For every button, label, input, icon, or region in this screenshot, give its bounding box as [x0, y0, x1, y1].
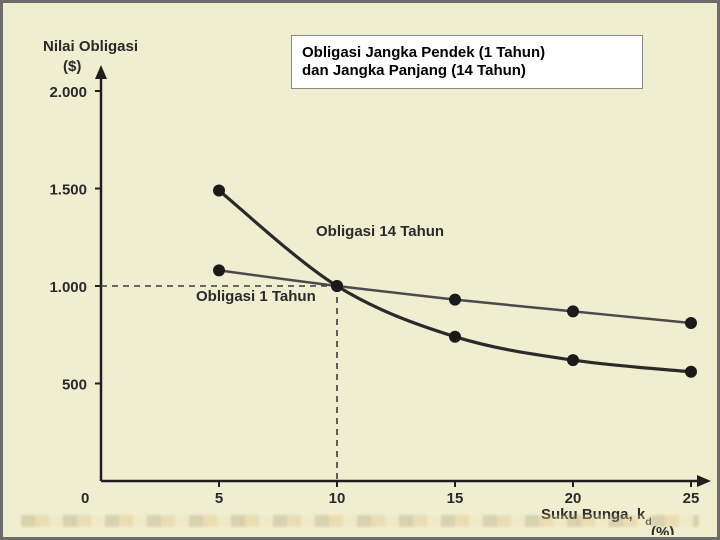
x-axis-arrow	[697, 475, 711, 487]
x-tick-label: 20	[565, 490, 582, 507]
bottom-film-strip	[21, 515, 699, 527]
origin-label: 0	[81, 490, 89, 507]
data-point-1yr	[685, 317, 697, 329]
series-label-14yr: Obligasi 14 Tahun	[316, 223, 444, 240]
x-tick-label: 5	[215, 490, 223, 507]
data-point-14yr	[213, 184, 225, 196]
x-tick-label: 25	[683, 490, 700, 507]
data-point-14yr	[567, 354, 579, 366]
data-point-1yr	[213, 264, 225, 276]
slide-surface: Obligasi Jangka Pendek (1 Tahun) dan Jan…	[11, 11, 709, 529]
data-point-1yr	[331, 280, 343, 292]
x-tick-label: 10	[329, 490, 346, 507]
data-point-1yr	[449, 294, 461, 306]
y-axis-title-2: ($)	[63, 58, 81, 75]
y-tick-label: 2.000	[49, 84, 87, 101]
y-tick-label: 1.500	[49, 182, 87, 199]
x-tick-label: 15	[447, 490, 464, 507]
y-axis-title-1: Nilai Obligasi	[43, 38, 138, 55]
bond-value-chart: 0Nilai Obligasi($)Suku Bunga, kd(%)5001.…	[11, 11, 715, 535]
data-point-1yr	[567, 305, 579, 317]
y-tick-label: 500	[62, 377, 87, 394]
slide-frame: Obligasi Jangka Pendek (1 Tahun) dan Jan…	[0, 0, 720, 540]
y-axis-arrow	[95, 65, 107, 79]
data-point-14yr	[449, 331, 461, 343]
series-label-1yr: Obligasi 1 Tahun	[196, 288, 316, 305]
y-tick-label: 1.000	[49, 279, 87, 296]
data-point-14yr	[685, 366, 697, 378]
